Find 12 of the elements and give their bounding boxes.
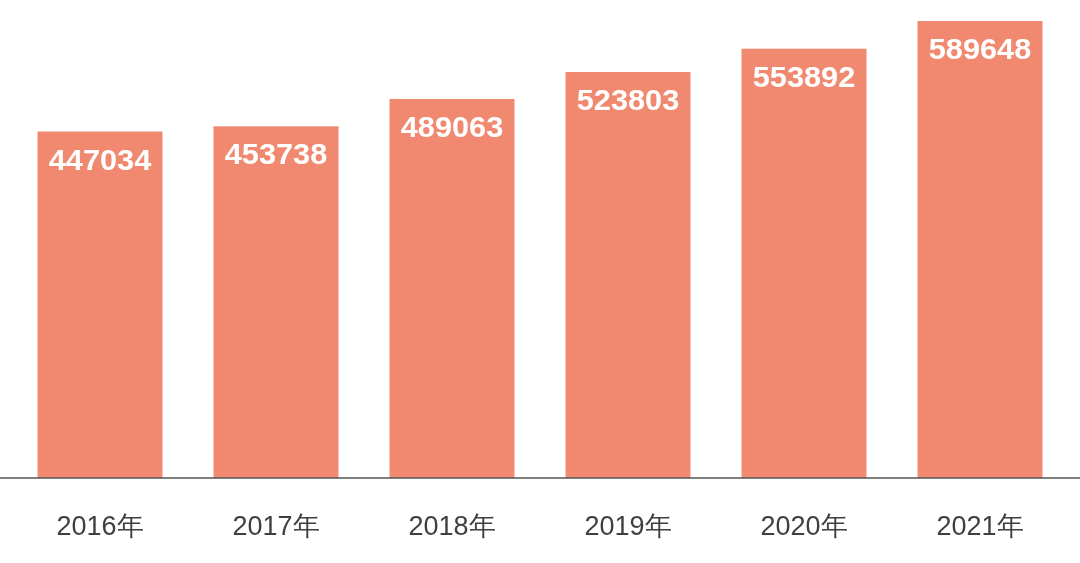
x-tick-label: 2018年	[408, 511, 496, 541]
x-tick-label: 2020年	[760, 511, 848, 541]
x-tick-label: 2016年	[56, 511, 144, 541]
x-tick-label: 2021年	[936, 511, 1024, 541]
x-tick-label: 2019年	[584, 511, 672, 541]
data-label: 589648	[928, 32, 1032, 65]
x-tick-label: 2017年	[232, 511, 320, 541]
data-label: 453738	[224, 137, 328, 171]
data-label: 489063	[400, 109, 504, 143]
data-label: 553892	[752, 59, 856, 93]
data-label: 523803	[576, 83, 680, 117]
data-label: 447034	[48, 142, 152, 176]
